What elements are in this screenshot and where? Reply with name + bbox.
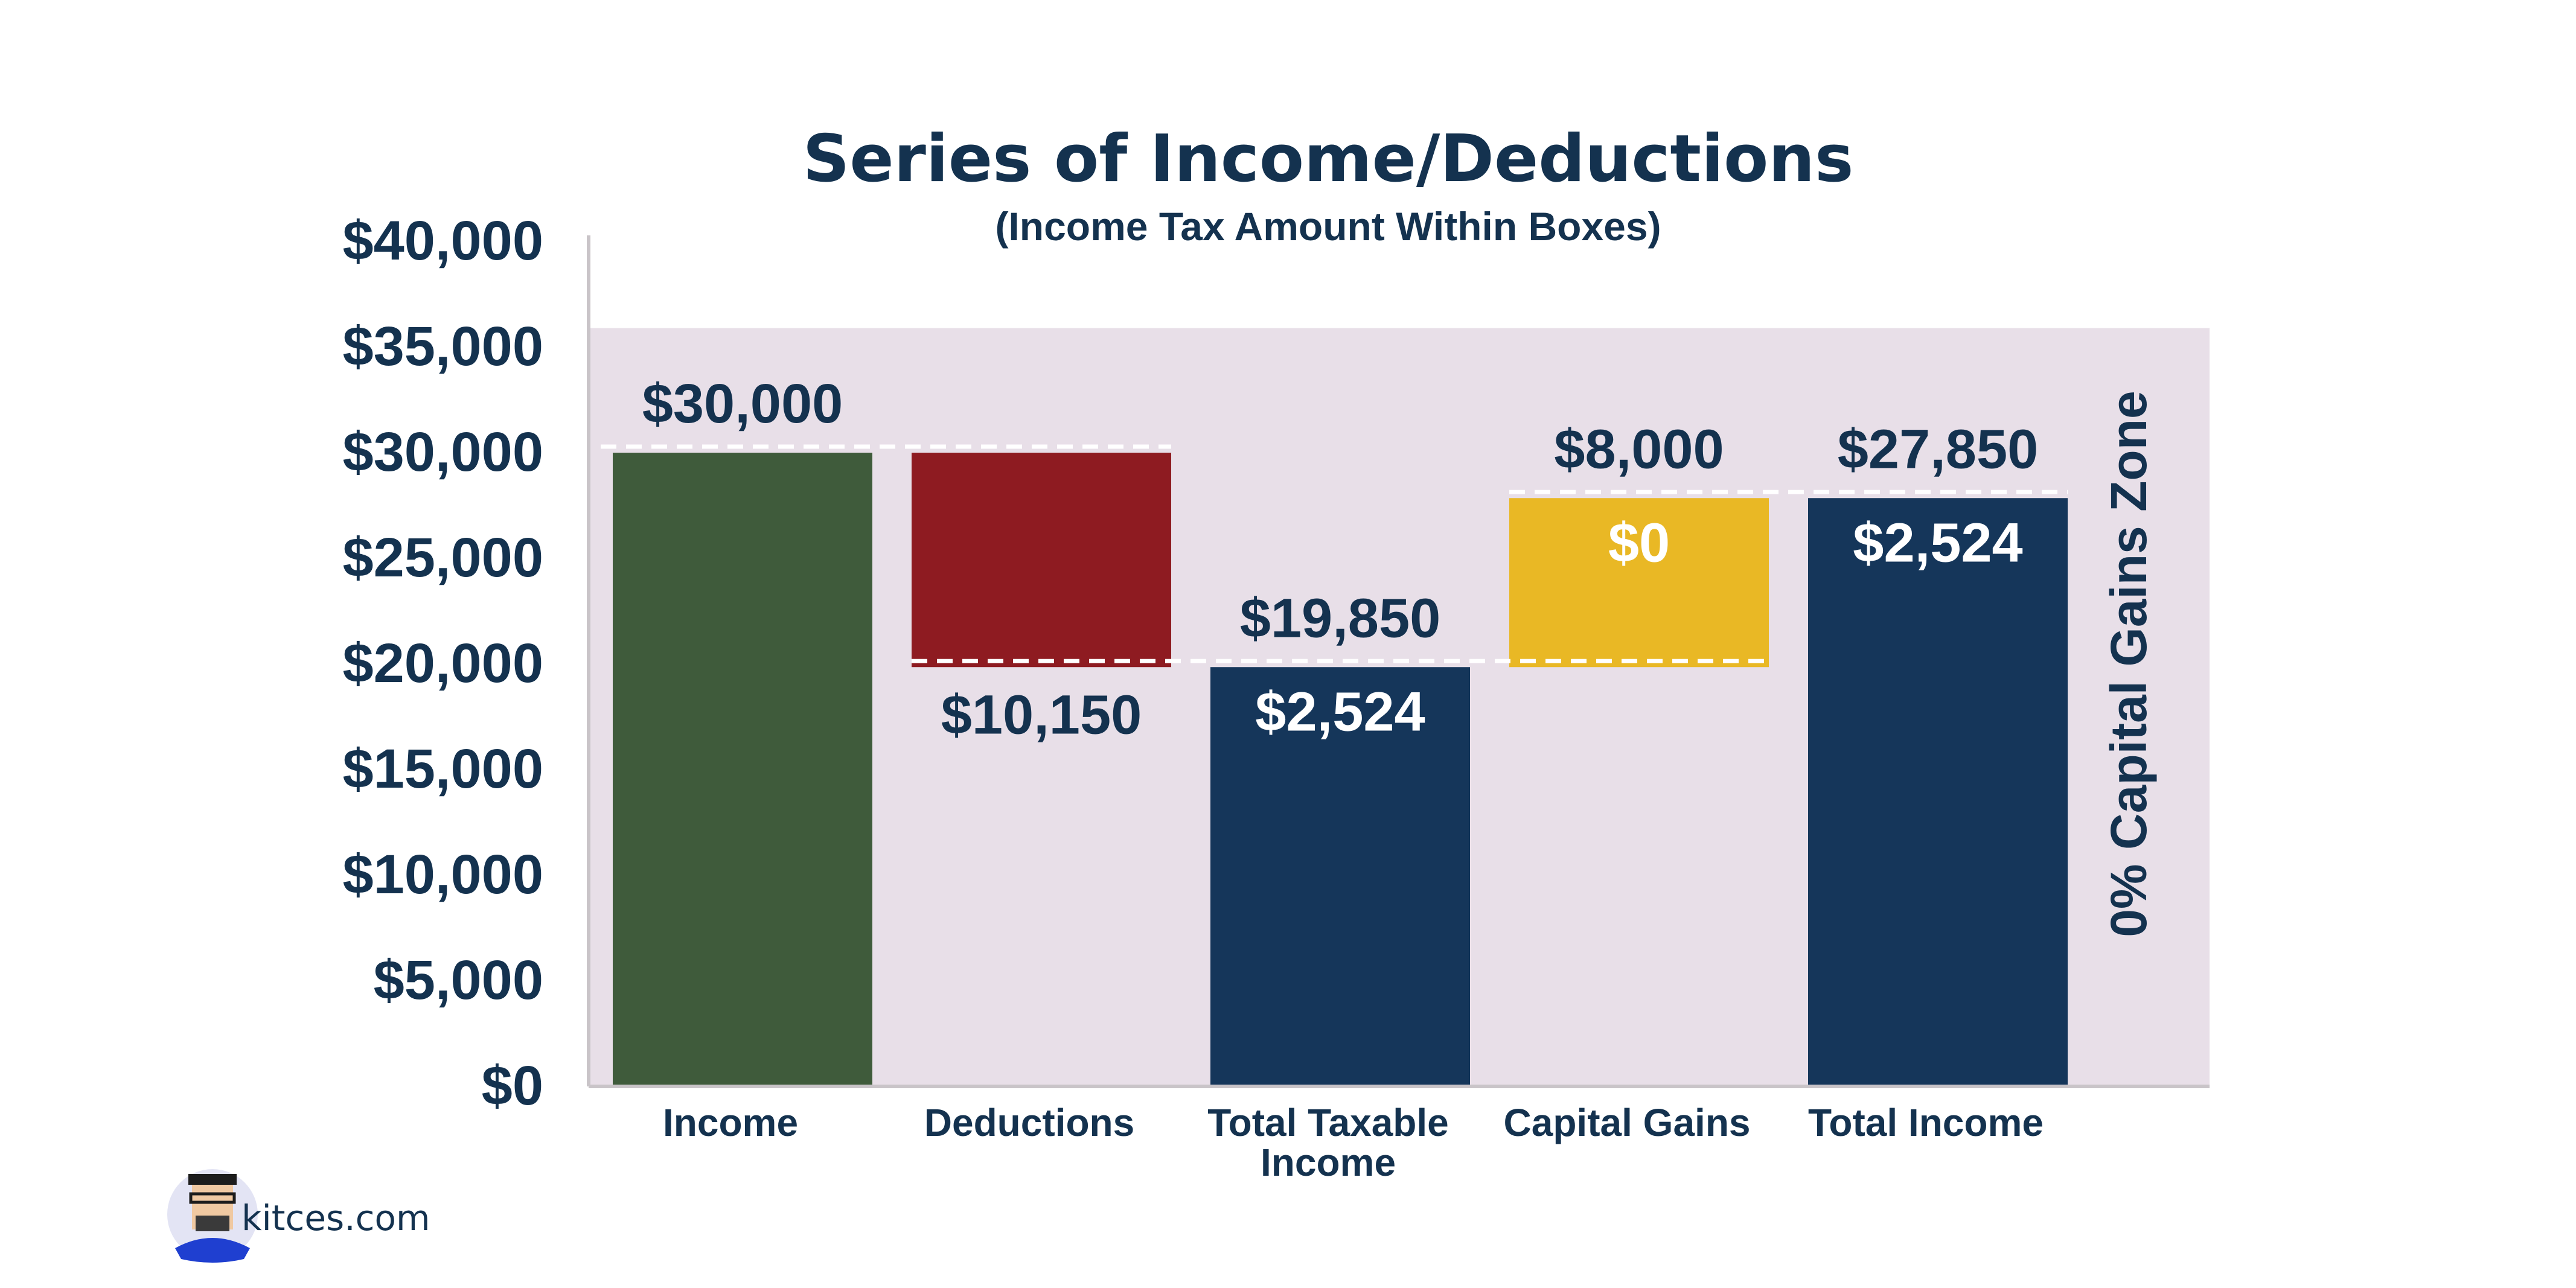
avatar-glasses <box>189 1192 236 1204</box>
avatar-beard <box>196 1216 229 1231</box>
y-tick-label: $0 <box>482 1055 543 1117</box>
y-tick-label: $40,000 <box>342 210 543 272</box>
y-tick-label: $30,000 <box>342 421 543 483</box>
value-label-above: $19,850 <box>1240 587 1441 649</box>
y-tick-label: $10,000 <box>342 844 543 905</box>
brand-logo <box>167 1169 258 1263</box>
x-category-label: Deductions <box>924 1101 1134 1144</box>
chart-title: Series of Income/Deductions <box>803 121 1854 197</box>
value-label-inside: $0 <box>1608 512 1670 573</box>
value-label-inside: $2,524 <box>1853 512 2022 573</box>
y-tick-label: $35,000 <box>342 316 543 377</box>
value-label-below: $10,150 <box>941 684 1142 745</box>
value-label-above: $30,000 <box>642 373 843 435</box>
y-ticks-group: $0 $5,000 $10,000 $15,000 $20,000 $25,000 $30,… <box>342 210 543 1117</box>
y-tick-label: $15,000 <box>342 738 543 800</box>
connectors-group <box>601 444 2068 663</box>
y-tick-label: $5,000 <box>374 949 543 1011</box>
bar <box>1808 498 2068 1086</box>
x-category-label: Capital Gains <box>1504 1101 1751 1144</box>
x-categories-group: Income Deductions Total Taxable Income Capit… <box>663 1101 2044 1184</box>
x-category-label: Income <box>663 1101 798 1144</box>
x-category-label: Total Income <box>1808 1101 2044 1144</box>
value-label-inside: $2,524 <box>1255 681 1425 742</box>
value-label-above: $8,000 <box>1554 418 1724 480</box>
avatar-hair <box>188 1174 237 1185</box>
y-tick-label: $20,000 <box>342 633 543 694</box>
x-category-label: Total Taxable Income <box>1207 1101 1449 1184</box>
chart-subtitle: (Income Tax Amount Within Boxes) <box>995 204 1661 249</box>
brand-text: kitces.com <box>241 1197 430 1239</box>
bar <box>1509 498 1769 668</box>
bar <box>1210 667 1470 1086</box>
zone-label: 0% Capital Gains Zone <box>2100 391 2157 937</box>
bars-group <box>613 453 2068 1086</box>
value-labels-group: $30,000 $10,150 $19,850 $2,524 $8,000 $0 $27,8… <box>642 373 2039 745</box>
avatar-body <box>175 1238 250 1263</box>
bar <box>613 453 872 1086</box>
value-label-above: $27,850 <box>1838 418 2039 480</box>
bar <box>912 453 1171 668</box>
y-tick-label: $25,000 <box>342 527 543 588</box>
